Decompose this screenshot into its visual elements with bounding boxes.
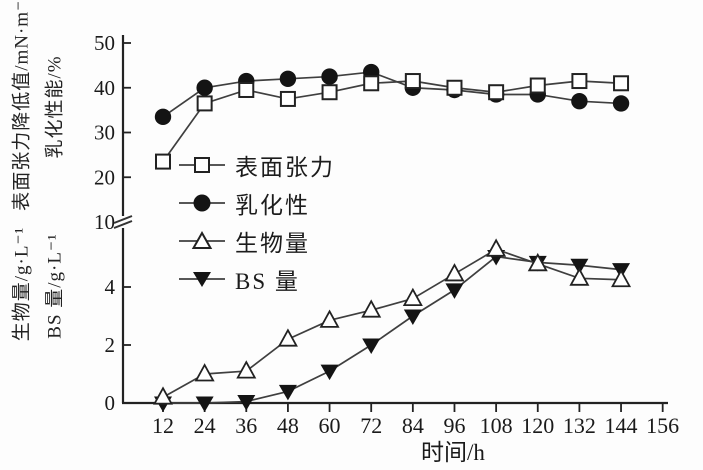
y-tick-label: 30 (94, 121, 115, 145)
x-tick-label: 132 (563, 413, 596, 438)
open-square-marker (321, 84, 338, 101)
axis-break-gap (119, 216, 127, 228)
y-tick-label: 4 (105, 275, 116, 299)
y-tick-label: 10 (94, 210, 115, 234)
axis-break-slash (113, 215, 133, 224)
open-triangle-marker (569, 267, 590, 286)
x-tick-label: 108 (480, 413, 513, 438)
legend-label: BS 量 (235, 269, 300, 294)
open-square-marker (613, 75, 630, 92)
filled-triangle-down-marker (195, 396, 214, 412)
chart-legend: 表面张力 乳化性 生物量 BS 量 (179, 146, 335, 298)
open-square-marker (363, 75, 380, 92)
filled-triangle-down-marker (320, 364, 339, 381)
filled-triangle-down-marker (445, 283, 464, 299)
open-square-marker (279, 90, 296, 107)
legend-item-emulsification: 乳化性 (179, 184, 335, 222)
filled-triangle-down-marker (362, 338, 381, 354)
filled-circle-marker (612, 95, 630, 112)
open-square-marker (488, 84, 505, 101)
legend-item-biomass: 生物量 (179, 222, 335, 260)
x-tick-label: 120 (521, 413, 554, 438)
y-tick-label: 2 (105, 333, 116, 357)
x-tick-label: 144 (605, 413, 638, 438)
open-square-marker (404, 73, 421, 90)
open-triangle-marker (361, 299, 382, 318)
open-triangle-marker (527, 252, 548, 272)
legend-item-bs: BS 量 (179, 260, 335, 298)
open-square-marker (446, 79, 463, 96)
legend-label: 生物量 (235, 231, 310, 256)
x-tick-label: 36 (235, 413, 257, 438)
filled-triangle-down-marker-icon (179, 272, 225, 287)
open-triangle-marker (152, 386, 174, 405)
open-square-marker (196, 95, 213, 112)
filled-circle-marker (321, 68, 338, 85)
y-tick-label: 50 (94, 31, 115, 55)
x-tick-label: 72 (360, 413, 382, 438)
open-triangle-marker (319, 309, 340, 328)
open-triangle-marker (194, 363, 215, 382)
open-triangle-marker (611, 268, 632, 288)
filled-triangle-down-marker (278, 384, 297, 401)
filled-triangle-down-marker (403, 309, 422, 325)
y-tick-label: 40 (94, 76, 115, 100)
x-tick-label: 84 (402, 413, 424, 438)
x-tick-label: 96 (443, 413, 465, 438)
x-tick-label: 24 (194, 413, 216, 438)
open-triangle-marker-icon (179, 230, 225, 249)
filled-circle-marker (196, 79, 213, 96)
legend-label: 乳化性 (235, 193, 310, 218)
open-square-marker (529, 77, 546, 94)
axis-break-slash (113, 220, 133, 229)
filled-triangle-down-marker (570, 258, 589, 275)
open-triangle-marker (277, 328, 298, 347)
legend-label: 表面张力 (235, 155, 335, 180)
filled-triangle-down-marker (237, 395, 256, 411)
open-square-marker (571, 73, 588, 90)
open-triangle-marker (486, 238, 507, 257)
open-triangle-marker (236, 360, 257, 379)
filled-circle-marker (571, 92, 588, 110)
x-tick-label: 156 (646, 413, 679, 438)
open-square-marker (238, 81, 255, 98)
filled-circle-marker-icon (179, 194, 225, 212)
y-tick-label: 0 (105, 391, 116, 415)
open-triangle-marker (444, 263, 465, 282)
x-axis-title: 时间/h (421, 440, 485, 465)
legend-item-surface-tension: 表面张力 (179, 146, 335, 184)
filled-circle-marker (154, 108, 172, 126)
x-tick-label: 12 (152, 413, 174, 438)
y-tick-label: 20 (94, 165, 115, 189)
open-square-marker (155, 153, 171, 170)
x-tick-label: 48 (277, 413, 299, 438)
series-line-bs_amount (163, 255, 622, 404)
open-triangle-marker (402, 287, 423, 306)
x-tick-label: 60 (319, 413, 341, 438)
filled-circle-marker (279, 70, 297, 88)
open-square-marker-icon (179, 157, 225, 173)
